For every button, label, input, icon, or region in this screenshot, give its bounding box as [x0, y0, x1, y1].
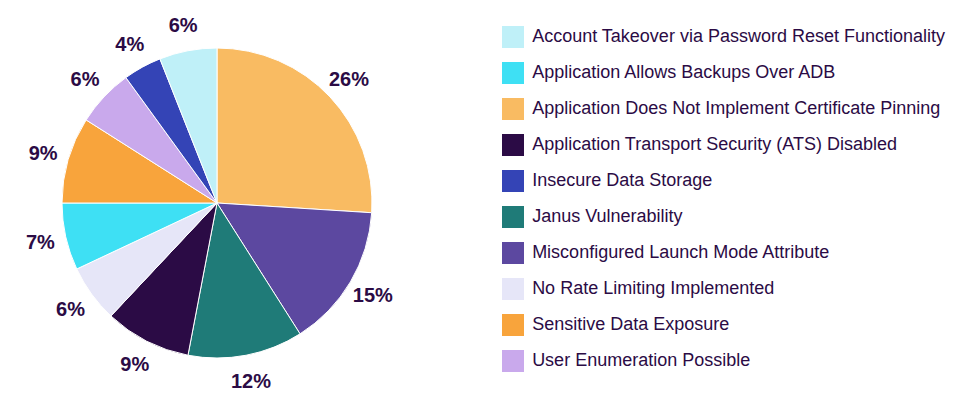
svg-text:6%: 6%	[169, 14, 198, 36]
html-text:User Enumeration Possible: User Enumeration Possible	[532, 350, 751, 370]
html-text:Misconfigured Launch Mode Attr: Misconfigured Launch Mode Attribute	[532, 242, 830, 262]
html-text:Insecure Data Storage: Insecure Data Storage	[532, 170, 713, 190]
html-text:Account Takeover via Password: Account Takeover via Password Reset Func…	[532, 26, 945, 46]
svg-text:9%: 9%	[120, 353, 149, 375]
html-text:Application Does Not Implement: Application Does Not Implement Certifica…	[532, 98, 941, 118]
html-text:No Rate Limiting Implemented: No Rate Limiting Implemented	[532, 278, 775, 298]
svg-text:6%: 6%	[56, 298, 85, 320]
svg-text:6%: 6%	[71, 68, 100, 90]
html-text:Sensitive Data Exposure: Sensitive Data Exposure	[532, 314, 730, 334]
svg-text:9%: 9%	[29, 142, 58, 164]
html-text:Janus Vulnerability: Janus Vulnerability	[532, 206, 683, 226]
svg-text:12%: 12%	[231, 370, 271, 392]
svg-text:15%: 15%	[353, 284, 393, 306]
html-text:Application Allows Backups Ove: Application Allows Backups Over ADB	[532, 62, 836, 82]
html-text:Application Transport Security: Application Transport Security (ATS) Dis…	[532, 134, 897, 154]
svg-text:26%: 26%	[329, 68, 369, 90]
svg-text:4%: 4%	[115, 33, 144, 55]
svg-text:7%: 7%	[26, 231, 55, 253]
